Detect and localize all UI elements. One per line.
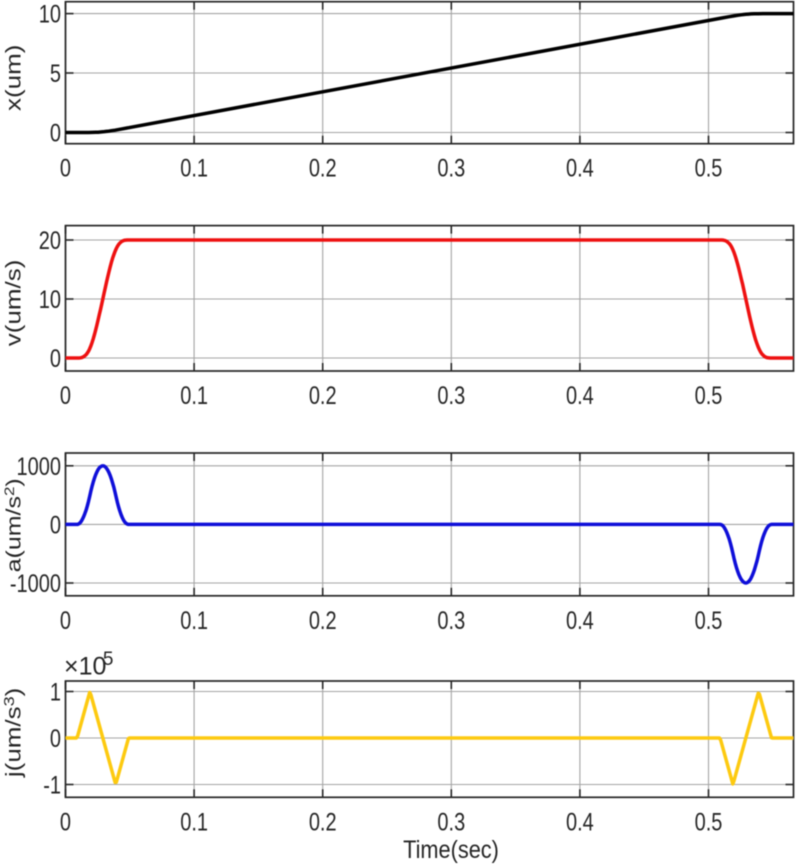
svg-text:0: 0 [60, 607, 71, 635]
svg-text:0.2: 0.2 [309, 382, 337, 410]
svg-text:-1000: -1000 [10, 570, 61, 598]
svg-text:v(um/s): v(um/s) [2, 260, 25, 347]
svg-text:0: 0 [60, 155, 71, 183]
svg-text:0.2: 0.2 [309, 607, 337, 635]
svg-text:0.2: 0.2 [309, 155, 337, 183]
svg-text:×105: ×105 [64, 649, 114, 681]
svg-text:5: 5 [50, 60, 61, 88]
svg-text:1000: 1000 [17, 453, 61, 481]
svg-text:0.4: 0.4 [566, 808, 594, 836]
svg-text:0.4: 0.4 [566, 382, 594, 410]
svg-text:0.1: 0.1 [180, 382, 208, 410]
svg-text:20: 20 [39, 227, 61, 255]
svg-text:0.1: 0.1 [180, 808, 208, 836]
svg-text:10: 10 [39, 1, 61, 29]
svg-text:0: 0 [60, 382, 71, 410]
svg-text:10: 10 [39, 286, 61, 314]
svg-text:0.4: 0.4 [566, 607, 594, 635]
svg-text:-1: -1 [43, 771, 61, 799]
svg-text:Time(sec): Time(sec) [403, 836, 499, 864]
svg-text:0.3: 0.3 [437, 155, 465, 183]
svg-text:0: 0 [50, 511, 61, 539]
svg-text:0.5: 0.5 [695, 607, 723, 635]
svg-text:0.3: 0.3 [437, 382, 465, 410]
svg-text:a(um/s2): a(um/s2) [3, 478, 25, 572]
svg-text:0: 0 [60, 808, 71, 836]
svg-text:0: 0 [50, 345, 61, 373]
svg-text:0.1: 0.1 [180, 607, 208, 635]
svg-text:0.1: 0.1 [180, 155, 208, 183]
svg-text:1: 1 [50, 678, 61, 706]
svg-text:0.3: 0.3 [437, 808, 465, 836]
svg-text:x(um): x(um) [2, 45, 25, 111]
svg-text:0.2: 0.2 [309, 808, 337, 836]
svg-text:j(um/s3): j(um/s3) [2, 688, 25, 779]
svg-text:0.4: 0.4 [566, 155, 594, 183]
svg-text:0: 0 [50, 725, 61, 753]
svg-text:0.5: 0.5 [695, 808, 723, 836]
svg-text:0: 0 [50, 119, 61, 147]
svg-text:0.5: 0.5 [695, 382, 723, 410]
svg-text:0.5: 0.5 [695, 155, 723, 183]
svg-text:0.3: 0.3 [437, 607, 465, 635]
